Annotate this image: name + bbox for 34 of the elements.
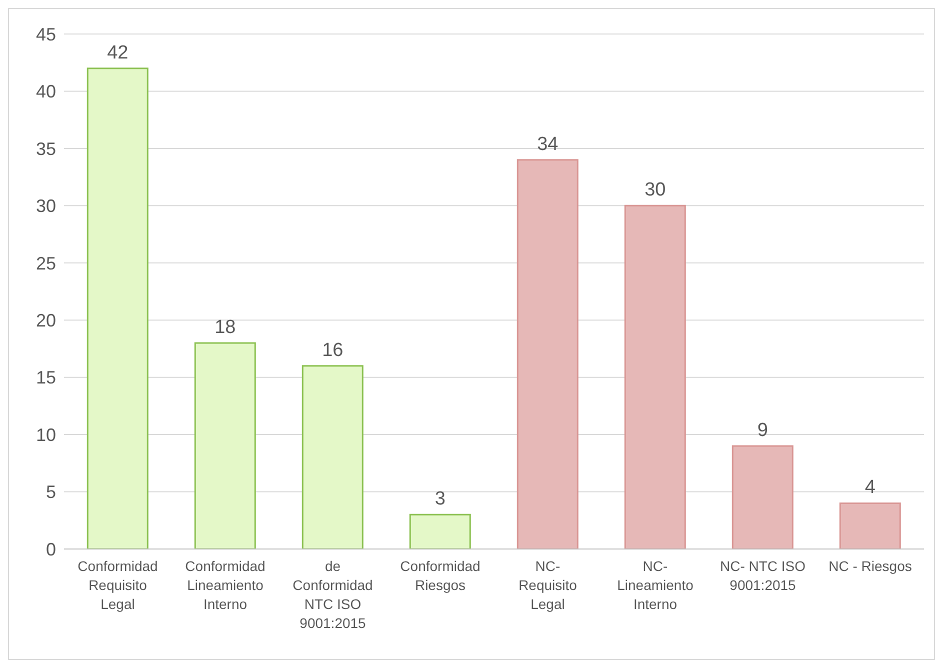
bar — [732, 445, 794, 549]
y-tick-label: 40 — [36, 82, 56, 102]
y-tick-label: 35 — [36, 138, 56, 159]
x-tick-label: Conformidad Lineamiento Interno — [185, 558, 266, 612]
data-label: 4 — [864, 477, 876, 498]
x-tick-label: NC- Lineamiento Interno — [617, 558, 694, 612]
x-tick-label: NC- NTC ISO 9001:2015 — [720, 558, 806, 593]
data-label: 9 — [757, 420, 768, 441]
y-tick-label: 5 — [46, 482, 56, 502]
data-label: 18 — [214, 317, 236, 338]
bar — [409, 514, 471, 549]
x-tick-label: NC- Requisito Legal — [518, 558, 578, 612]
data-label: 42 — [107, 42, 128, 64]
y-tick-label: 25 — [36, 253, 56, 274]
data-label: 30 — [644, 180, 666, 201]
x-tick-label: de Conformidad NTC ISO 9001:2015 — [292, 558, 373, 631]
y-tick-label: 0 — [46, 539, 56, 560]
data-label: 34 — [537, 134, 559, 155]
bar — [624, 204, 686, 549]
bar — [302, 365, 364, 549]
bar — [86, 68, 148, 549]
bar — [516, 159, 578, 549]
bar — [839, 502, 901, 549]
y-tick-label: 45 — [36, 24, 56, 44]
x-tick-label: NC - Riesgos — [828, 558, 912, 574]
y-tick-label: 20 — [36, 310, 56, 330]
y-tick-label: 15 — [36, 368, 56, 388]
data-label: 16 — [322, 340, 344, 361]
y-tick-label: 30 — [36, 196, 56, 216]
x-tick-label: Conformidad Riesgos — [400, 558, 480, 593]
data-label: 3 — [434, 488, 446, 510]
bar — [194, 342, 256, 549]
y-tick-label: 10 — [36, 424, 56, 445]
x-tick-label: Conformidad Requisito Legal — [78, 558, 158, 612]
